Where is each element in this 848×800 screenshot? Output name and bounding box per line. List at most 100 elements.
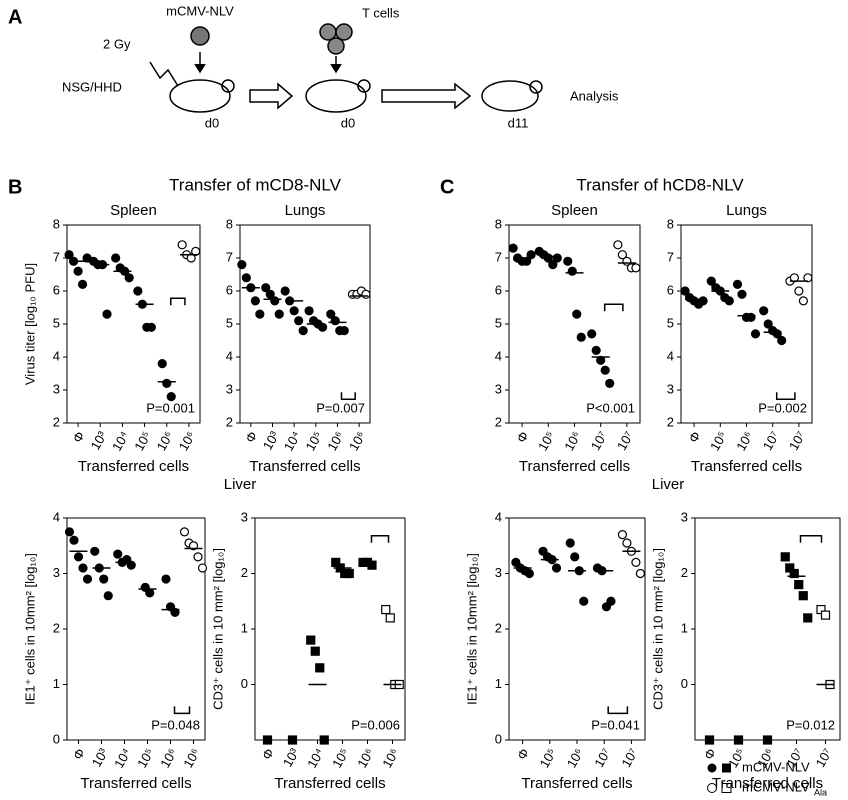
legend-label: mCMV-NLV bbox=[742, 759, 810, 774]
x-tick-label: 10⁵ bbox=[302, 429, 325, 454]
point bbox=[798, 296, 809, 306]
x-tick-label: 10⁴ bbox=[109, 429, 132, 454]
point bbox=[261, 283, 271, 293]
x-tick-label: Φ bbox=[514, 746, 532, 762]
x-tick-label: 10⁵ bbox=[329, 746, 352, 771]
x-tick-label: 10⁷ bbox=[618, 745, 641, 769]
x-tick-label: Φ bbox=[70, 746, 88, 762]
x-tick-label: 10⁷ bbox=[760, 428, 783, 452]
point bbox=[524, 568, 534, 579]
label: d0 bbox=[341, 115, 355, 130]
point bbox=[326, 309, 336, 319]
y-axis-label: Virus titer [log₁₀ PFU] bbox=[22, 263, 37, 385]
point bbox=[126, 560, 136, 570]
point bbox=[750, 329, 761, 339]
point bbox=[274, 309, 284, 319]
point bbox=[304, 306, 314, 316]
plot-frame bbox=[254, 517, 406, 741]
x-axis-label: Transferred cells bbox=[521, 775, 632, 792]
point bbox=[680, 286, 690, 296]
point bbox=[613, 240, 623, 250]
header: Liver bbox=[224, 476, 257, 493]
x-tick-label: Φ bbox=[685, 429, 703, 445]
point bbox=[280, 286, 290, 296]
y-tick-label: 3 bbox=[495, 565, 502, 580]
point bbox=[241, 273, 251, 283]
point bbox=[166, 392, 176, 402]
point bbox=[73, 552, 84, 562]
annotation: P<0.001 bbox=[586, 400, 635, 415]
x-tick-label: 10⁶ bbox=[153, 429, 176, 454]
header: Transfer of mCD8-NLV bbox=[169, 175, 342, 194]
point bbox=[270, 296, 280, 306]
point bbox=[287, 735, 298, 745]
x-tick-label: 10⁶ bbox=[733, 429, 756, 454]
significance-bracket bbox=[607, 706, 629, 715]
x-tick-label: 10⁷ bbox=[591, 745, 614, 769]
y-tick-label: 8 bbox=[226, 216, 233, 231]
x-axis-label: Transferred cells bbox=[249, 458, 360, 475]
y-axis-label: CD3⁺ cells in 10 mm² [log₁₀] bbox=[210, 548, 225, 710]
label: d0 bbox=[205, 115, 219, 130]
point bbox=[64, 250, 74, 260]
x-tick-label: 10⁶ bbox=[561, 429, 584, 454]
y-tick-label: 2 bbox=[53, 414, 60, 429]
y-tick-label: 4 bbox=[226, 348, 233, 363]
plot-frame bbox=[239, 224, 371, 424]
label: NSG/HHD bbox=[62, 79, 122, 94]
y-tick-label: 6 bbox=[226, 282, 233, 297]
x-tick-label: Φ bbox=[242, 429, 260, 445]
plot-frame bbox=[66, 517, 206, 741]
point bbox=[146, 322, 156, 332]
label: d11 bbox=[508, 115, 529, 130]
point bbox=[310, 646, 320, 656]
point bbox=[777, 335, 787, 346]
y-tick-label: 3 bbox=[241, 509, 248, 524]
y-tick-label: 3 bbox=[681, 509, 688, 524]
point bbox=[330, 316, 340, 326]
y-tick-label: 6 bbox=[667, 282, 674, 297]
point bbox=[552, 253, 562, 263]
point bbox=[339, 326, 349, 336]
y-tick-label: 3 bbox=[53, 565, 60, 580]
y-tick-label: 8 bbox=[495, 216, 502, 231]
y-tick-label: 2 bbox=[681, 565, 688, 580]
point bbox=[265, 289, 275, 299]
x-tick-label: Φ bbox=[69, 429, 87, 445]
header: Liver bbox=[652, 476, 685, 493]
x-tick-label: 10⁶ bbox=[354, 746, 377, 771]
x-tick-label: 10⁵ bbox=[134, 746, 157, 771]
x-tick-label: 10⁶ bbox=[157, 746, 180, 771]
x-tick-label: 10⁶ bbox=[379, 746, 402, 771]
point bbox=[617, 250, 628, 260]
y-tick-label: 4 bbox=[667, 348, 674, 363]
x-tick-label: 10⁶ bbox=[176, 429, 199, 454]
point bbox=[385, 613, 395, 623]
point bbox=[124, 273, 134, 283]
x-tick-label: 10⁴ bbox=[304, 746, 327, 771]
point bbox=[737, 289, 747, 299]
point bbox=[315, 663, 325, 673]
point bbox=[344, 568, 354, 579]
x-tick-label: 10³ bbox=[260, 428, 283, 452]
x-tick-label: 10⁴ bbox=[281, 429, 304, 454]
point bbox=[606, 596, 616, 606]
y-tick-label: 6 bbox=[495, 282, 502, 297]
x-tick-label: 10⁵ bbox=[536, 746, 559, 771]
x-tick-label: 10⁴ bbox=[111, 746, 134, 771]
y-tick-label: 0 bbox=[495, 731, 502, 746]
point bbox=[262, 735, 273, 745]
y-axis-label: IE1⁺ cells in 10mm² [log₁₀] bbox=[464, 553, 479, 705]
point bbox=[762, 735, 773, 745]
y-tick-label: 3 bbox=[226, 381, 233, 396]
point bbox=[188, 541, 199, 551]
panel-label: A bbox=[8, 6, 22, 28]
y-tick-label: 4 bbox=[53, 348, 60, 363]
point bbox=[250, 296, 260, 306]
point bbox=[631, 557, 641, 568]
point bbox=[746, 312, 756, 322]
panel-label: C bbox=[440, 176, 454, 198]
y-tick-label: 4 bbox=[495, 509, 502, 524]
y-axis-label: CD3⁺ cells in 10 mm² [log₁₀] bbox=[650, 548, 665, 710]
